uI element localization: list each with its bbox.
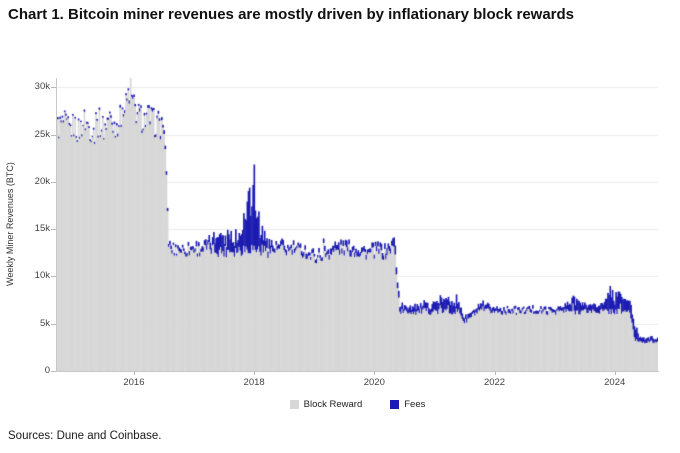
block-reward-swatch — [289, 400, 299, 409]
y-tick-mark — [51, 87, 56, 89]
y-tick-label: 30k — [34, 81, 50, 93]
x-tick-mark — [614, 371, 616, 375]
chart-title: Chart 1. Bitcoin miner revenues are most… — [8, 6, 575, 23]
legend-label-block-reward: Block Reward — [303, 399, 363, 410]
y-tick-label: 15k — [34, 223, 50, 235]
x-tick-label: 2022 — [483, 377, 506, 388]
x-tick-label: 2024 — [604, 377, 626, 388]
x-tick-label: 2018 — [243, 377, 265, 388]
y-tick-label: 0 — [44, 365, 50, 376]
x-tick-mark — [494, 371, 496, 375]
y-tick-label: 25k — [34, 128, 50, 140]
x-tick-mark — [133, 371, 135, 375]
legend-label-fees: Fees — [404, 399, 426, 410]
y-tick-mark — [51, 323, 56, 325]
y-tick-label: 10k — [34, 270, 50, 282]
x-tick-mark — [254, 371, 256, 375]
y-tick-mark — [51, 276, 56, 278]
x-axis-line — [56, 371, 659, 372]
y-tick-mark — [51, 181, 56, 183]
y-tick-mark — [51, 134, 56, 136]
legend-item-fees: Fees — [390, 399, 425, 410]
y-tick-mark — [51, 371, 56, 372]
x-tick-label: 2016 — [123, 377, 145, 388]
y-tick-label: 5k — [39, 317, 50, 329]
fees-swatch — [390, 400, 400, 409]
chart-legend: Block Reward Fees — [57, 399, 658, 410]
y-tick-label: 20k — [34, 175, 50, 187]
x-tick-mark — [374, 371, 376, 375]
y-axis-line — [56, 78, 57, 372]
legend-item-block-reward: Block Reward — [289, 399, 363, 410]
x-tick-label: 2020 — [363, 377, 385, 388]
y-tick-mark — [51, 229, 56, 231]
sources-note: Sources: Dune and Coinbase. — [8, 430, 162, 442]
stacked-area-chart-canvas — [57, 78, 658, 371]
